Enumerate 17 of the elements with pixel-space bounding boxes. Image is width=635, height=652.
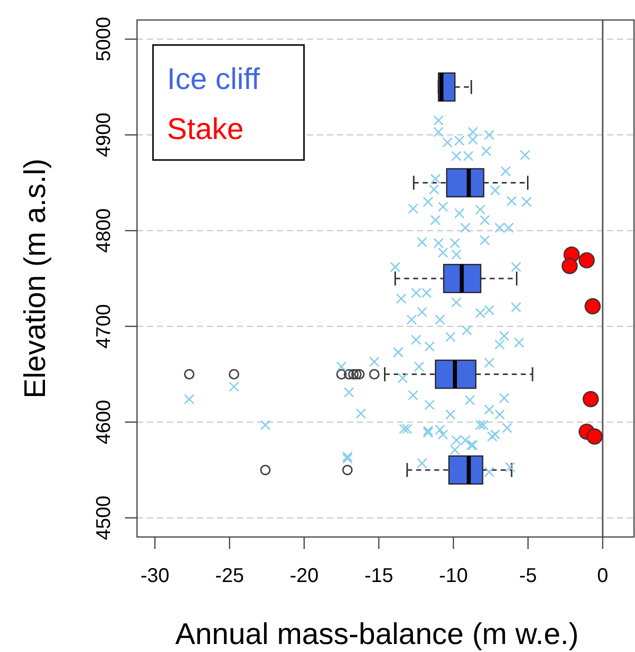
y-tick-label: 5000 bbox=[93, 16, 115, 62]
y-tick-label: 4900 bbox=[93, 112, 115, 158]
y-tick-label: 4800 bbox=[93, 208, 115, 253]
x-tick-label: 0 bbox=[597, 565, 608, 587]
x-tick-label: -25 bbox=[215, 565, 244, 587]
text: Stake bbox=[167, 113, 244, 146]
y-axis-title: Elevation (m a.s.l) bbox=[19, 158, 52, 399]
y-tick-label: 4600 bbox=[93, 400, 115, 444]
x-tick-label: -30 bbox=[140, 565, 170, 587]
x-axis-title: Annual mass-balance (m w.e.) bbox=[175, 618, 579, 651]
y-tick-label: 4500 bbox=[93, 496, 115, 540]
x-tick-label: -15 bbox=[364, 565, 394, 587]
x-tick-label: -10 bbox=[438, 565, 468, 587]
y-tick-label: 4700 bbox=[93, 304, 115, 349]
text: Ice cliff bbox=[167, 63, 260, 96]
x-tick-label: -5 bbox=[519, 565, 537, 587]
x-tick-label: -20 bbox=[290, 565, 319, 587]
